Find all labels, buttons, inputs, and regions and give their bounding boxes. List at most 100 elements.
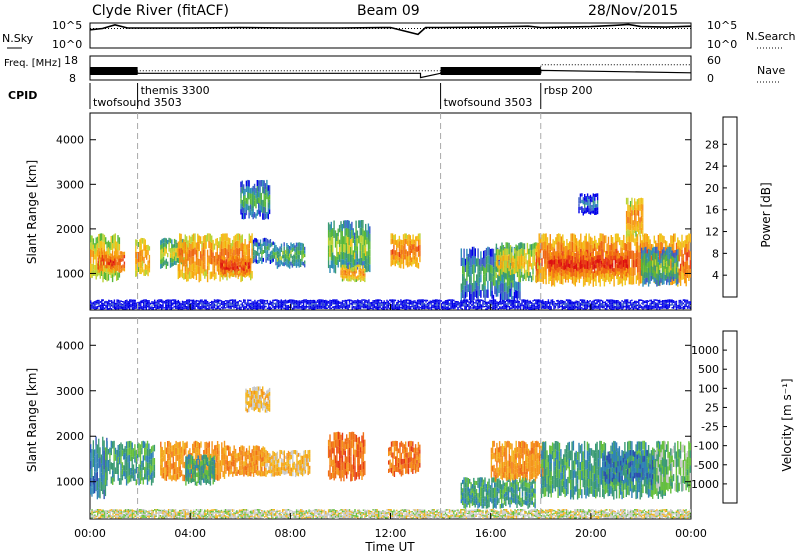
cell-14-65-5	[625, 236, 628, 244]
cell-18-14-5	[660, 253, 662, 259]
cell-19-96-1	[223, 306, 225, 308]
cell-19-288-2	[490, 304, 493, 306]
cell-19-334-2	[554, 304, 557, 306]
cell-14-68-4	[630, 241, 632, 251]
cell-19-312-4	[524, 301, 526, 303]
cell-10-1-0	[341, 278, 344, 282]
cell-14-19-3	[562, 251, 564, 260]
cell-8-15-5	[260, 180, 263, 187]
cell-19-43-4	[149, 302, 152, 304]
cell-19-226-0	[404, 307, 406, 310]
cell-5-21-2	[248, 265, 251, 269]
cell-7-1-0	[276, 265, 279, 269]
cell-14-66-5	[627, 233, 629, 242]
cell-11-15-0	[411, 262, 413, 267]
cell-10-11-4	[355, 267, 358, 271]
cell-19-12-0	[106, 308, 109, 310]
cell-19-203-3	[372, 303, 374, 305]
cell-19-17-0	[113, 307, 116, 310]
cell-10-10-2	[354, 274, 356, 277]
cell-9-2-5	[330, 221, 332, 230]
cell-11-10-4	[404, 238, 406, 244]
cell-15-44-4	[609, 255, 611, 261]
cell-15-34-4	[595, 255, 597, 260]
cell-19-167-3	[322, 302, 324, 304]
cell-1-6-3	[105, 258, 108, 262]
cell-14-26-5	[571, 233, 574, 242]
cell-14-6-3	[544, 248, 546, 257]
cell-19-270-1	[465, 306, 467, 309]
cell-3-8-4	[171, 243, 173, 249]
cell-15-39-0	[602, 273, 604, 277]
cell-15-17-1	[571, 268, 574, 272]
cell-9-25-5	[362, 220, 364, 229]
cell-19-225-3	[403, 302, 405, 305]
cell-19-101-3	[230, 302, 232, 305]
cell-10-5-4	[347, 269, 349, 272]
cell-4-11-4	[192, 241, 195, 249]
cell-7-18-4	[299, 246, 302, 251]
cell-4-44-2	[238, 254, 241, 262]
cell-15-6-2	[556, 264, 558, 269]
cell-14-94-5	[666, 241, 668, 248]
cell-17-5-0	[632, 230, 634, 236]
cell-14-34-1	[582, 271, 585, 280]
cell-19-339-3	[561, 303, 563, 305]
cell-19-132-3	[273, 302, 275, 305]
cell-19-228-5	[407, 299, 409, 301]
cell-14-27-3	[573, 250, 575, 260]
cell-15-51-2	[618, 264, 621, 269]
cell-19-277-0	[475, 307, 477, 310]
cell-10-8-1	[351, 275, 353, 278]
cell-0-13-4	[107, 247, 110, 254]
cell-3-12-3	[176, 247, 178, 253]
cell-14-67-4	[628, 242, 630, 251]
cell-12-20-4	[488, 255, 490, 265]
cell-1-9-2	[109, 262, 112, 266]
cell-0-18-3	[114, 247, 116, 255]
cell-7-21-4	[304, 250, 306, 254]
cell-19-117-4	[252, 302, 255, 304]
cell-19-256-0	[446, 308, 448, 310]
cell-19-293-3	[497, 303, 499, 305]
cell-13-10-3	[509, 257, 512, 263]
cell-14-30-2	[577, 260, 579, 267]
cell-15-27-3	[585, 260, 587, 265]
cell-19-266-2	[460, 304, 462, 306]
cell-19-140-4	[284, 301, 287, 303]
cell-18-20-5	[668, 246, 671, 254]
cell-4-30-1	[219, 266, 221, 275]
cell-3-2-0	[162, 261, 165, 267]
cell-19-322-0	[538, 307, 540, 310]
cell-16-11-2	[594, 204, 596, 208]
cell-14-90-4	[660, 241, 662, 251]
cell-19-77-0	[197, 307, 199, 309]
cell-8-12-2	[256, 197, 258, 204]
cell-15-23-0	[580, 273, 582, 278]
cell-15-33-0	[593, 273, 596, 278]
cell-17-8-1	[636, 221, 638, 227]
cell-4-27-3	[215, 252, 217, 259]
cell-16-0-2	[578, 203, 580, 207]
cell-15-13-1	[566, 266, 568, 271]
cell-19-149-2	[297, 304, 299, 307]
cell-19-108-3	[240, 303, 242, 306]
cell-6-7-2	[262, 250, 264, 254]
cell-10-7-0	[350, 279, 352, 282]
cell-19-268-5	[462, 299, 465, 302]
cell-19-144-3	[290, 302, 292, 305]
cell-14-50-0	[605, 274, 607, 283]
cell-4-49-5	[245, 244, 248, 250]
cell-2-2-5	[137, 242, 140, 247]
cell-8-4-4	[245, 186, 248, 193]
cell-18-26-4	[677, 255, 679, 261]
cell-7-14-3	[294, 252, 296, 256]
cell-19-192-1	[357, 306, 359, 308]
cell-12-24-2	[494, 277, 496, 287]
cell-19-197-2	[364, 304, 366, 306]
cell-19-119-1	[255, 307, 257, 309]
cell-18-2-0	[643, 278, 646, 285]
power-ylabel: Slant Range [km]	[25, 160, 39, 264]
cell-19-68-1	[184, 305, 186, 308]
